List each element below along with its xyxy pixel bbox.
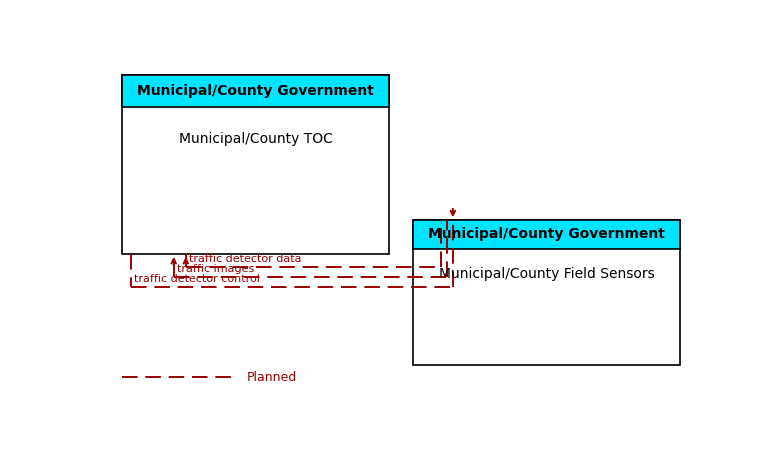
Bar [122, 75, 389, 107]
Text: traffic detector control: traffic detector control [135, 274, 260, 285]
Text: traffic detector data: traffic detector data [189, 254, 301, 264]
Text: Municipal/County Government: Municipal/County Government [428, 227, 666, 242]
Text: Planned: Planned [247, 370, 297, 383]
Bar [413, 220, 680, 365]
Text: Municipal/County TOC: Municipal/County TOC [179, 132, 333, 146]
Text: traffic images: traffic images [177, 264, 254, 274]
Bar [413, 220, 680, 249]
Text: Municipal/County Government: Municipal/County Government [137, 84, 374, 98]
Text: Municipal/County Field Sensors: Municipal/County Field Sensors [439, 268, 655, 282]
Bar [122, 75, 389, 255]
